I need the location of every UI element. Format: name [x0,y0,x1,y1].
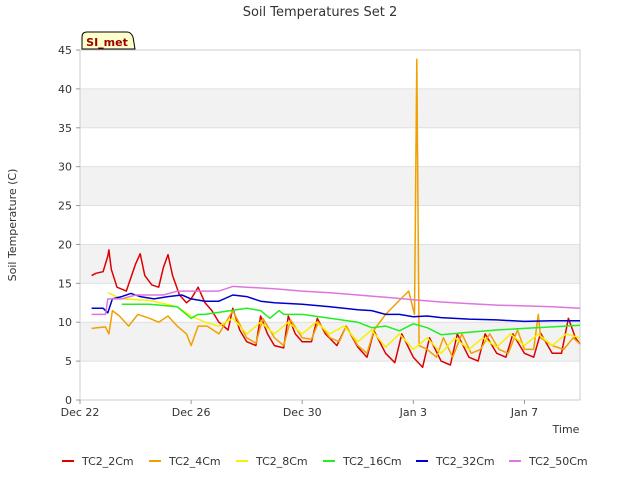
series-line-tc2_8cm [107,292,581,355]
legend-item-tc2_4cm: TC2_4Cm [149,455,221,468]
x-axis-label: Time [552,423,580,436]
y-tick-label: 0 [65,394,72,407]
grid-band [80,88,580,128]
x-tick-label: Dec 22 [61,406,100,419]
station-badge: SI_met [81,31,136,50]
y-tick-label: 5 [65,355,72,368]
series-line-tc2_16cm [121,303,581,336]
legend-label: TC2_8Cm [255,455,308,468]
x-tick-label: Dec 30 [283,406,322,419]
legend-item-tc2_8cm: TC2_8Cm [236,455,308,468]
legend: TC2_2Cm TC2_4Cm TC2_8Cm TC2_16Cm TC2_32Cm TC2… [62,455,588,468]
x-tick-label: Jan 7 [510,406,538,419]
grid-band [80,166,580,206]
x-tick-label: Dec 26 [172,406,211,419]
y-tick-label: 35 [58,122,72,135]
series-line-tc2_32cm [91,292,580,323]
y-axis-label: Soil Temperature (C) [6,169,19,282]
legend-label: TC2_32Cm [435,455,495,468]
legend-item-tc2_32cm: TC2_32Cm [416,455,495,468]
y-tick-label: 40 [58,83,72,96]
badge-label: SI_met [86,36,128,49]
legend-label: TC2_16Cm [342,455,402,468]
series-lines [91,58,581,369]
legend-item-tc2_16cm: TC2_16Cm [323,455,402,468]
y-tick-label: 20 [58,238,72,251]
legend-label: TC2_50Cm [528,455,588,468]
y-tick-label: 25 [58,200,72,213]
y-tick-label: 45 [58,44,72,57]
chart-title: Soil Temperatures Set 2 [243,5,398,20]
series-line-tc2_4cm [91,58,581,358]
x-axis: Dec 22 Dec 26 Dec 30 Jan 3 Jan 7 [61,400,538,419]
plot-frame [79,49,581,401]
y-tick-label: 10 [58,316,72,329]
legend-label: TC2_2Cm [81,455,134,468]
y-axis: 0 5 10 15 20 25 30 35 40 45 [58,44,80,407]
grid-band [80,322,580,362]
grid-band [80,244,580,284]
legend-item-tc2_2cm: TC2_2Cm [62,455,134,468]
legend-item-tc2_50cm: TC2_50Cm [509,455,588,468]
series-line-tc2_50cm [91,285,581,316]
grid-bands [80,49,580,401]
badge-tab [81,31,136,50]
y-tick-label: 15 [58,277,72,290]
y-tick-label: 30 [58,161,72,174]
legend-label: TC2_4Cm [168,455,221,468]
x-tick-label: Jan 3 [399,406,427,419]
